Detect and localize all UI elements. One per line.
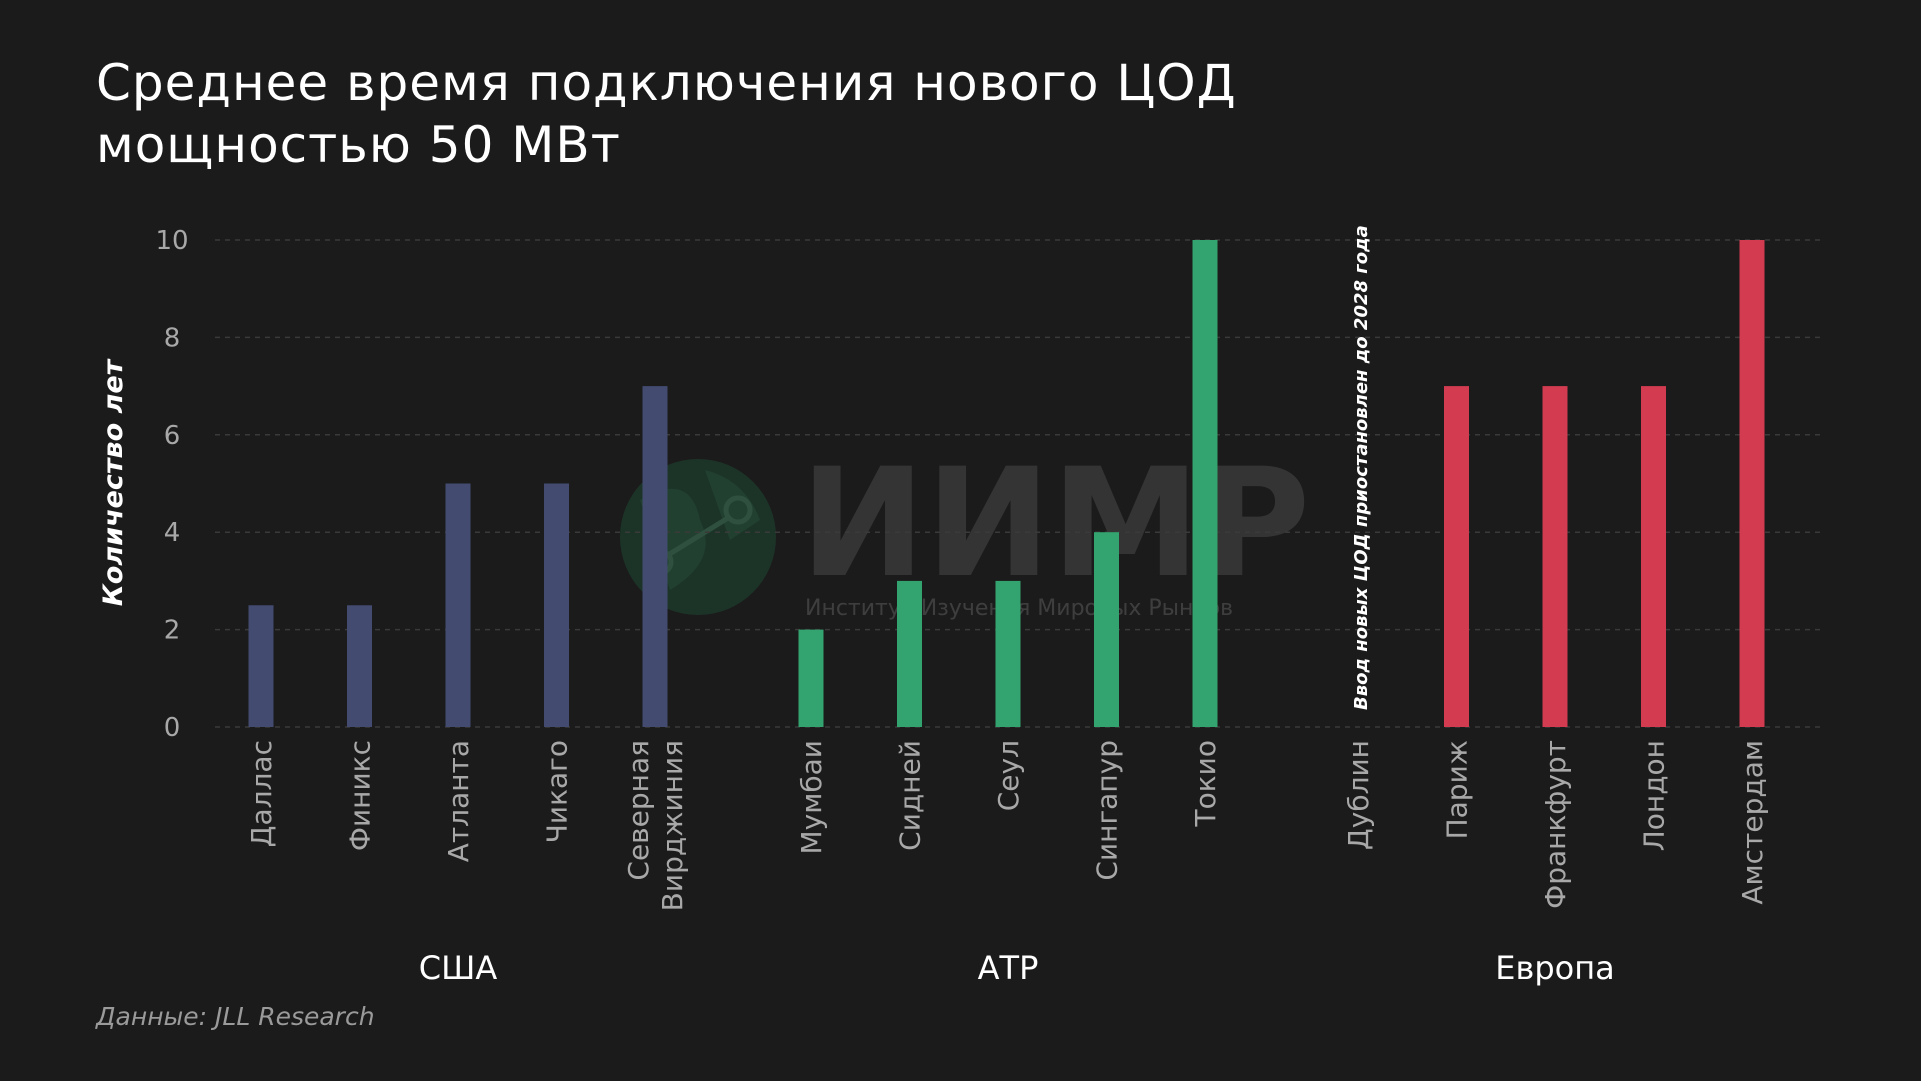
bar-франкфурт [1542,386,1568,727]
x-tick-label: Чикаго [541,740,574,843]
x-tick-label: Сеул [992,740,1025,811]
chart-title: Среднее время подключения нового ЦОД мощ… [96,52,1496,176]
y-tick-label: 4 [164,518,181,548]
x-tick-label: Лондон [1638,740,1671,851]
y-tick-label: 0 [164,713,181,743]
bar-амстердам [1739,240,1765,727]
x-axis: Даллас Финикс Атланта Чикаго Северная Вирджин… [245,740,1769,987]
bar-париж [1444,386,1469,727]
bar-сеул [995,580,1021,727]
x-tick-label: Мумбаи [795,740,828,854]
y-axis-label: Количество лет [98,358,129,606]
x-tick-label: Финикс [344,740,377,851]
y-tick-label: 2 [164,616,181,646]
group-label: Европа [1495,949,1615,987]
y-axis: 0 2 4 6 8 10 Количество лет [98,226,189,743]
x-tick-label: Вирджиния [656,740,689,911]
bar-финикс [347,605,372,727]
chart-title-line-1: Среднее время подключения нового ЦОД [96,54,1237,112]
bar-токио [1192,240,1218,727]
x-tick-label: Атланта [442,740,475,862]
x-tick-label: Амстердам [1736,740,1769,905]
x-tick-label: Париж [1441,740,1474,839]
x-tick-label: Даллас [245,740,278,847]
bar-чикаго [544,483,569,727]
source-note: Данные: JLL Research [96,1002,375,1031]
bar-сингапур [1094,532,1119,727]
group-label: США [419,949,498,987]
y-tick-label: 10 [155,226,188,256]
x-tick-label: Токио [1189,740,1222,827]
x-tick-label: Сингапур [1091,740,1124,881]
x-tick-label: Дублин [1342,740,1375,850]
bar-лондон [1641,386,1666,727]
y-tick-label: 8 [164,323,181,353]
bar-атланта [445,483,471,727]
y-tick-label: 6 [164,421,181,451]
chart-title-line-2: мощностью 50 МВт [96,116,621,174]
bars: Ввод новых ЦОД приостановлен до 2028 год… [248,225,1765,727]
x-tick-label: Франкфурт [1539,740,1572,909]
bar-сидней [897,580,922,727]
x-tick-label: Сидней [894,740,927,851]
group-label: АТР [978,949,1039,987]
watermark-logo-text: ИИМР [800,437,1310,611]
bar-мумбаи [798,629,824,727]
x-tick-label: Северная [622,740,655,881]
bar-annotation: Ввод новых ЦОД приостановлен до 2028 год… [1351,225,1372,710]
bar-даллас [248,605,274,727]
bar-северная-вирджиния [642,386,668,727]
